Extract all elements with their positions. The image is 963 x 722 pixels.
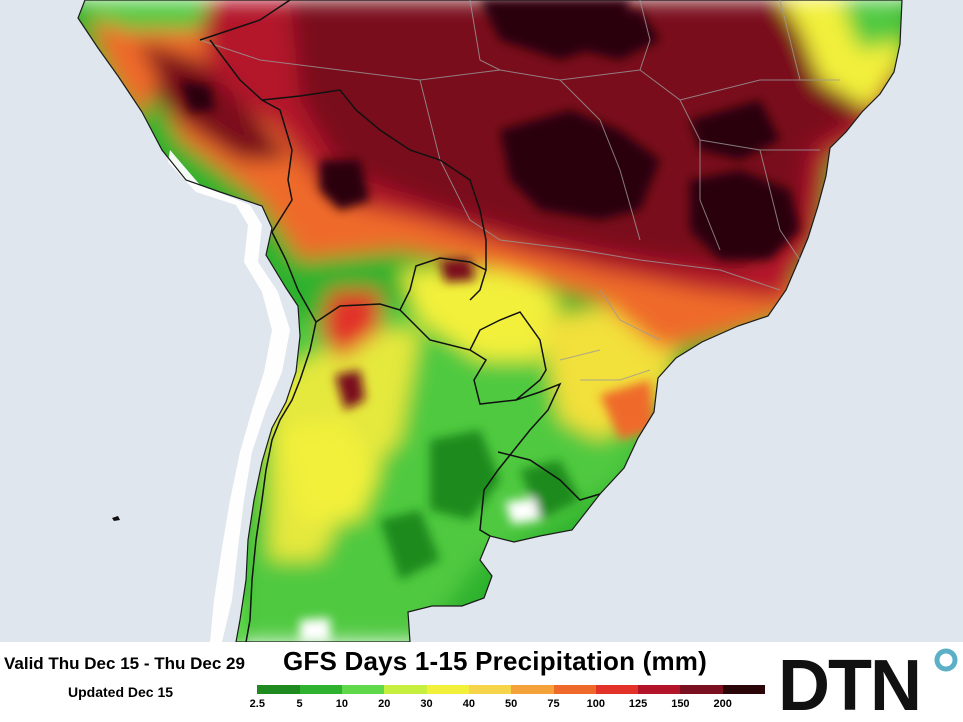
legend-swatch (638, 685, 681, 694)
legend-swatch (680, 685, 723, 694)
legend-swatch (595, 685, 639, 694)
valid-range: Valid Thu Dec 15 - Thu Dec 29 (4, 654, 245, 673)
legend-swatch (722, 685, 766, 694)
dtn-logo: DTN (778, 648, 958, 718)
dry-coastal-strip (168, 150, 290, 642)
legend-tick-label: 30 (420, 698, 433, 710)
legend-swatch (384, 685, 427, 694)
island (112, 516, 120, 521)
legend-swatch (299, 685, 342, 694)
legend-tick-label: 40 (462, 698, 475, 710)
legend-swatch (511, 685, 554, 694)
legend-tick-label: 150 (671, 698, 690, 710)
legend-swatch (341, 685, 385, 694)
updated-date: Updated Dec 15 (68, 684, 174, 700)
country-borders (199, 0, 601, 642)
legend-labels: 2.5 5 10 20 30 40 50 75 100 125 150 200 (215, 698, 765, 712)
logo-accent-ring (934, 648, 958, 672)
logo-text: DTN (778, 648, 920, 718)
legend-tick-label: 50 (505, 698, 518, 710)
legend-swatch (553, 685, 596, 694)
legend-tick-label: 200 (713, 698, 732, 710)
legend-tick-label: 125 (628, 698, 648, 710)
legend-tick-label: 20 (378, 698, 391, 710)
legend-swatch (468, 685, 512, 694)
legend-color-bar (215, 685, 766, 694)
legend-tick-label: 100 (586, 698, 605, 710)
legend-swatch (215, 685, 258, 694)
legend-swatch (257, 685, 300, 694)
map-title: GFS Days 1-15 Precipitation (mm) (283, 646, 707, 676)
precipitation-map (77, 0, 903, 642)
state-lines (199, 0, 840, 381)
legend-swatch (426, 685, 469, 694)
map-canvas (77, 0, 903, 642)
legend-tick-label: 5 (296, 698, 303, 710)
map-footer: Valid Thu Dec 15 - Thu Dec 29 Updated De… (0, 642, 963, 722)
legend-tick-label: 2.5 (249, 698, 265, 710)
legend-tick-label: 10 (335, 698, 349, 710)
legend-tick-label: 75 (547, 698, 560, 710)
